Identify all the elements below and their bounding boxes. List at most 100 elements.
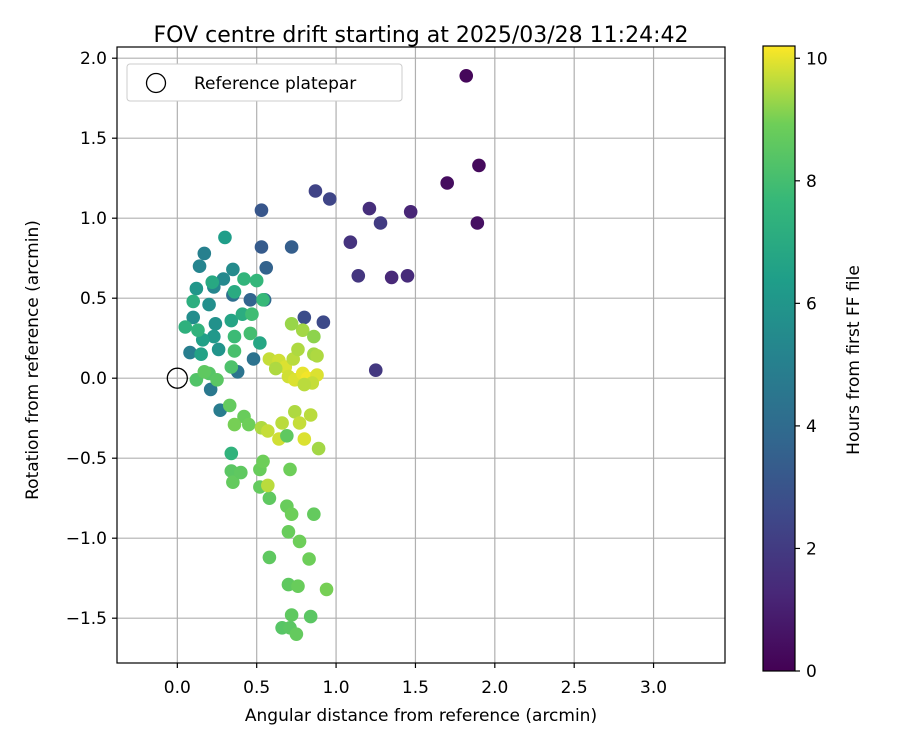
data-point [287,405,302,419]
data-point [211,342,226,357]
data-point [256,454,270,469]
data-point [222,398,237,413]
data-point [245,307,259,322]
data-point [253,336,267,350]
colorbar-tick-label: 8 [806,172,817,192]
colorbar-label: Hours from first FF file [844,265,864,455]
colorbar-tick-label: 6 [806,294,817,314]
data-point [308,184,323,198]
data-point [440,176,454,190]
y-tick-label: 2.0 [80,49,107,69]
data-point [470,216,485,230]
data-point [362,201,377,216]
data-point [192,259,207,274]
data-point [297,377,312,392]
data-point [311,441,326,456]
data-point [203,382,218,397]
data-point [259,261,274,275]
data-point [275,416,289,430]
y-tick-label: 0.0 [80,369,107,389]
data-point [218,230,232,245]
chart-title: FOV centre drift starting at 2025/03/28 … [154,23,689,48]
data-point [191,323,205,338]
data-point [178,320,193,334]
y-tick-label: 1.5 [80,129,107,149]
data-point [319,582,334,597]
data-point [292,534,307,549]
data-point [202,297,216,312]
colorbar-tick-label: 0 [806,662,817,682]
y-tick-label: −1.5 [66,609,107,629]
colorbar: 0 2 4 6 8 10 Hours from first FF file [762,45,864,682]
data-point [284,608,299,622]
data-point [189,281,204,296]
legend-box [126,63,403,102]
legend-label: Reference platepar [194,74,356,94]
data-point [197,365,212,379]
data-point [368,363,383,378]
data-point [351,269,366,283]
y-tick-label: 0.5 [80,289,107,309]
data-point [216,272,231,286]
data-point [472,158,486,173]
data-point [281,525,296,539]
data-point [283,462,297,477]
data-point [227,285,242,299]
y-axis-label: Rotation from reference (arcmin) [23,220,43,500]
x-tick-label: 2.5 [561,678,588,698]
colorbar-tick-label: 2 [806,539,817,559]
data-point [246,352,261,366]
x-tick-label: 1.5 [402,678,429,698]
x-axis-ticks: 0.0 0.5 1.0 1.5 2.0 2.5 3.0 [164,663,667,698]
data-point [284,507,299,521]
data-point [254,203,269,217]
x-tick-label: 0.5 [243,678,270,698]
y-tick-label: 1.0 [80,209,107,229]
colorbar-tick-label: 4 [806,417,817,437]
data-point [268,361,283,376]
y-tick-label: −1.0 [66,529,107,549]
data-point [227,417,242,432]
y-tick-label: −0.5 [66,449,107,469]
x-tick-label: 1.0 [323,678,350,698]
data-point [224,446,239,461]
x-tick-label: 2.0 [481,678,508,698]
data-point [289,627,304,641]
data-point [307,329,321,344]
legend-reference-marker-icon [145,72,167,94]
data-point [316,315,331,330]
data-point [243,326,258,341]
data-point [227,344,242,358]
y-axis-ticks: −1.5 −1.0 −0.5 0.0 0.5 1.0 1.5 2.0 [66,49,117,629]
data-point [307,507,321,521]
data-point [384,270,399,285]
data-point [249,273,264,288]
data-point [208,317,223,331]
colorbar-ticks: 0 2 4 6 8 10 [795,49,828,682]
data-point [254,240,269,254]
data-point [241,417,256,432]
data-point [197,246,212,261]
x-tick-label: 3.0 [640,678,667,698]
data-point [207,329,221,344]
data-point [310,349,324,363]
data-point [322,192,337,206]
data-point [262,550,277,565]
data-point [280,429,294,443]
data-point [303,609,318,624]
plot-frame [116,46,726,664]
data-point [234,465,248,480]
grid-lines [117,47,725,663]
data-point [194,347,208,362]
data-point [210,373,224,387]
data-point [235,307,250,322]
data-point [262,491,277,506]
data-point [237,272,251,286]
data-point [226,475,240,490]
colorbar-gradient [762,45,796,672]
data-point [297,432,312,446]
data-point [302,552,316,566]
data-point [295,323,310,338]
data-point [183,345,197,360]
